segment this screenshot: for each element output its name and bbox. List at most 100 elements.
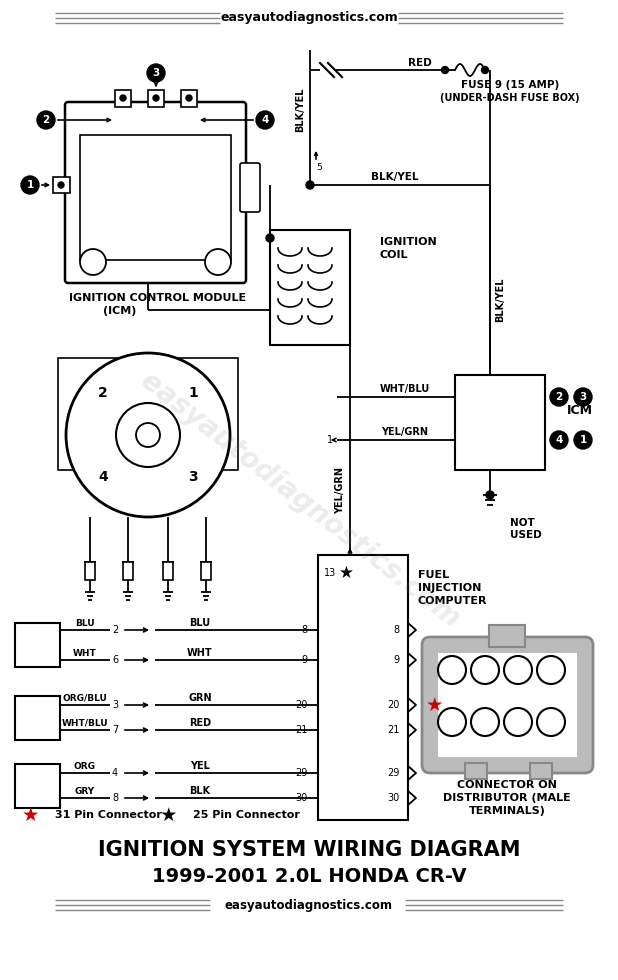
Text: RED: RED	[408, 58, 432, 68]
Text: CYL: CYL	[25, 779, 49, 792]
Bar	[115, 90, 131, 107]
Circle shape	[537, 708, 565, 736]
Text: 20: 20	[295, 700, 308, 710]
Text: GRY: GRY	[75, 787, 95, 796]
Text: CONNECTOR ON: CONNECTOR ON	[457, 780, 557, 790]
Bar	[489, 625, 525, 647]
Text: 1: 1	[27, 180, 33, 190]
Bar	[318, 555, 408, 820]
Bar	[15, 623, 60, 667]
Circle shape	[486, 491, 494, 499]
Circle shape	[504, 656, 532, 684]
Text: BLU: BLU	[190, 618, 211, 628]
Bar	[15, 696, 60, 740]
Text: 1: 1	[447, 662, 457, 677]
Text: 2: 2	[556, 392, 562, 402]
Bar	[455, 375, 545, 470]
Text: 1: 1	[327, 435, 333, 445]
Bar	[123, 562, 133, 580]
Bar	[148, 90, 164, 107]
Circle shape	[80, 249, 106, 275]
Text: COIL: COIL	[380, 250, 408, 260]
Text: 9: 9	[302, 655, 308, 665]
Circle shape	[266, 234, 274, 242]
Text: 2: 2	[43, 115, 49, 125]
Bar	[85, 562, 95, 580]
Circle shape	[186, 95, 192, 101]
Bar	[201, 562, 211, 580]
Text: +: +	[211, 255, 224, 270]
Text: 3: 3	[513, 662, 523, 677]
Circle shape	[116, 403, 180, 467]
Text: 8: 8	[302, 625, 308, 635]
Text: 5: 5	[316, 164, 322, 172]
Text: 3: 3	[579, 392, 586, 402]
Text: COMPUTER: COMPUTER	[418, 596, 488, 606]
Text: ★: ★	[339, 564, 353, 582]
Text: 8: 8	[394, 625, 400, 635]
Text: BLU: BLU	[75, 618, 95, 627]
Text: 1: 1	[188, 386, 198, 400]
Text: 31 Pin Connector: 31 Pin Connector	[55, 810, 162, 820]
Text: WHT/BLU: WHT/BLU	[62, 718, 108, 727]
Text: 4: 4	[98, 470, 108, 484]
Text: IGNITION: IGNITION	[380, 237, 437, 247]
Bar	[163, 562, 173, 580]
Bar	[465, 763, 487, 779]
Text: DISTRIBUTOR (MALE: DISTRIBUTOR (MALE	[443, 793, 571, 803]
FancyBboxPatch shape	[422, 637, 593, 773]
Circle shape	[66, 353, 230, 517]
Bar	[530, 763, 552, 779]
Text: 21: 21	[387, 725, 400, 735]
Text: 13: 13	[324, 568, 336, 578]
Text: GRN: GRN	[188, 693, 212, 703]
Bar	[270, 230, 350, 345]
Text: (UNDER-DASH FUSE BOX): (UNDER-DASH FUSE BOX)	[440, 93, 580, 103]
Circle shape	[147, 64, 165, 82]
Circle shape	[37, 111, 55, 129]
Circle shape	[21, 176, 39, 194]
Text: 29: 29	[387, 768, 400, 778]
Circle shape	[504, 708, 532, 736]
Text: 5: 5	[447, 714, 457, 729]
Circle shape	[537, 656, 565, 684]
Text: 9: 9	[394, 655, 400, 665]
Bar	[181, 90, 197, 107]
Circle shape	[574, 431, 592, 449]
Text: BLK: BLK	[190, 786, 211, 796]
Circle shape	[471, 656, 499, 684]
Text: FUEL: FUEL	[418, 570, 449, 580]
Text: 8: 8	[112, 793, 118, 803]
Text: WHT/BLU: WHT/BLU	[380, 384, 430, 394]
Text: 25 Pin Connector: 25 Pin Connector	[193, 810, 300, 820]
Text: easyautodiagnostics.com: easyautodiagnostics.com	[135, 367, 465, 633]
Circle shape	[438, 656, 466, 684]
Text: CKP: CKP	[23, 639, 50, 652]
Text: 6: 6	[480, 714, 490, 729]
Text: RED: RED	[189, 718, 211, 728]
Circle shape	[550, 431, 568, 449]
Text: BLK/YEL: BLK/YEL	[371, 172, 419, 182]
Text: 2: 2	[112, 625, 118, 635]
Circle shape	[153, 95, 159, 101]
Text: +: +	[87, 255, 99, 270]
Text: INJECTION: INJECTION	[418, 583, 481, 593]
Text: ★: ★	[426, 696, 444, 714]
Text: YEL/GRN: YEL/GRN	[335, 466, 345, 514]
Text: ORG/BLU: ORG/BLU	[62, 694, 108, 703]
Circle shape	[438, 708, 466, 736]
Text: 1999-2001 2.0L HONDA CR-V: 1999-2001 2.0L HONDA CR-V	[151, 866, 467, 886]
Circle shape	[205, 249, 231, 275]
FancyBboxPatch shape	[65, 102, 246, 283]
Text: 20: 20	[387, 700, 400, 710]
Text: 30: 30	[387, 793, 400, 803]
Circle shape	[58, 182, 64, 188]
Text: TDC: TDC	[23, 711, 50, 724]
Text: 29: 29	[295, 768, 308, 778]
Text: 1: 1	[579, 435, 586, 445]
Text: 7: 7	[513, 714, 523, 729]
Text: USED: USED	[510, 530, 542, 540]
Text: WHT: WHT	[187, 648, 213, 658]
Text: 3: 3	[112, 700, 118, 710]
Text: NOT: NOT	[510, 518, 535, 528]
